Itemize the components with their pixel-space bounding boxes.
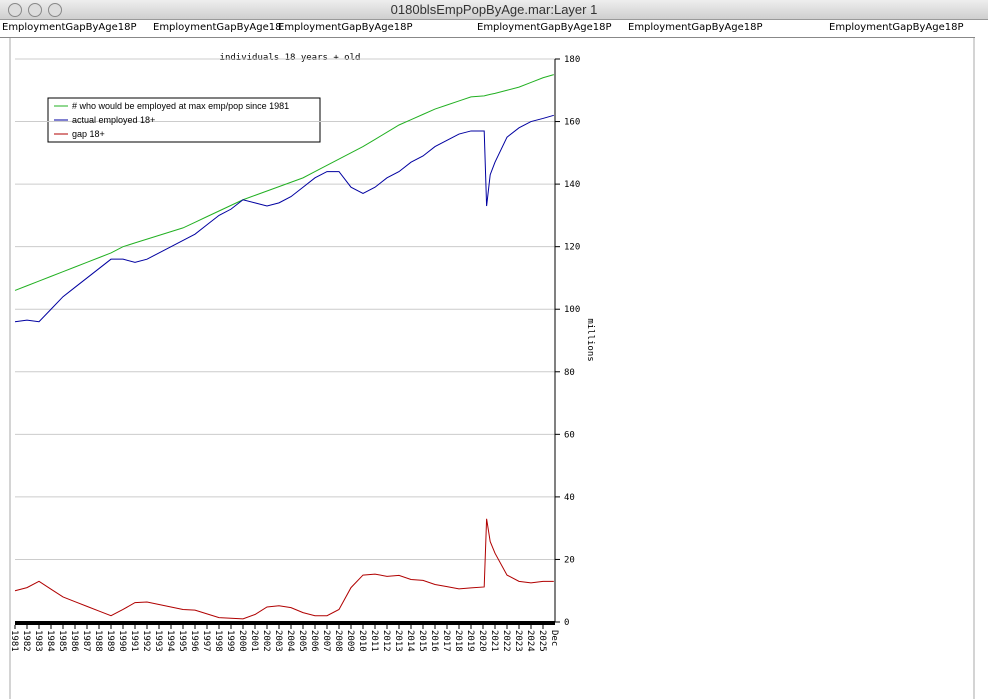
tab[interactable]: EmploymentGapByAge18 bbox=[153, 22, 282, 33]
x-tick-label: 1997 bbox=[201, 630, 211, 652]
y-tick-label: 60 bbox=[564, 430, 575, 440]
x-tick-label: 2022 bbox=[501, 630, 511, 652]
x-tick-label: 1994 bbox=[165, 630, 175, 652]
x-tick-label: 2009 bbox=[345, 630, 355, 652]
x-tick-label: 1987 bbox=[81, 630, 91, 652]
x-tick-label: 1986 bbox=[69, 630, 79, 652]
y-tick-label: 100 bbox=[564, 305, 580, 315]
tab[interactable]: EmploymentGapByAge18P bbox=[477, 22, 612, 33]
x-tick-label: 2004 bbox=[285, 630, 295, 652]
x-tick-label: 1996 bbox=[189, 630, 199, 652]
x-tick-label: 2025 bbox=[537, 630, 547, 652]
tab-row: EmploymentGapByAge18P EmploymentGapByAge… bbox=[0, 20, 975, 38]
y-tick-label: 0 bbox=[564, 618, 569, 628]
y-tick-label: 20 bbox=[564, 555, 575, 565]
x-tick-label: 2012 bbox=[381, 630, 391, 652]
x-tick-label: 1989 bbox=[105, 630, 115, 652]
x-tick-label: 2013 bbox=[393, 630, 403, 652]
chart-title: individuals 18 years + old bbox=[220, 53, 361, 63]
x-tick-label: 1991 bbox=[129, 630, 139, 652]
x-tick-label: 2011 bbox=[369, 630, 379, 652]
x-tick-label: 1985 bbox=[57, 630, 67, 652]
x-tick-label: 1988 bbox=[93, 630, 103, 652]
tab[interactable]: EmploymentGapByAge18P bbox=[829, 22, 964, 33]
series-line bbox=[14, 114, 554, 323]
y-tick-label: 140 bbox=[564, 180, 580, 190]
series-line bbox=[14, 518, 554, 620]
zoom-button[interactable] bbox=[48, 3, 62, 17]
x-tick-label: 1990 bbox=[117, 630, 127, 652]
x-tick-label: 2005 bbox=[297, 630, 307, 652]
x-tick-label: 2001 bbox=[249, 630, 259, 652]
y-axis-label: millions bbox=[585, 318, 595, 361]
x-tick-label: 2021 bbox=[489, 630, 499, 652]
x-tick-label: 2008 bbox=[333, 630, 343, 652]
legend bbox=[47, 97, 321, 143]
x-tick-label: 2019 bbox=[465, 630, 475, 652]
x-tick-label: 2014 bbox=[405, 630, 415, 652]
y-tick-label: 40 bbox=[564, 493, 575, 503]
x-tick-label: 2023 bbox=[513, 630, 523, 652]
x-tick-label: 1998 bbox=[213, 630, 223, 652]
tab[interactable]: EmploymentGapByAge18P bbox=[2, 22, 137, 33]
window-title: 0180blsEmpPopByAge.mar:Layer 1 bbox=[390, 2, 598, 17]
x-tick-label: 2015 bbox=[417, 630, 427, 652]
x-tick-label: 2018 bbox=[453, 630, 463, 652]
legend-label: gap 18+ bbox=[72, 129, 105, 139]
series-line bbox=[14, 74, 554, 291]
x-tick-label: 2000 bbox=[237, 630, 247, 652]
x-tick-label: 1982 bbox=[21, 630, 31, 652]
x-tick-label: 2016 bbox=[429, 630, 439, 652]
y-tick-label: 180 bbox=[564, 55, 580, 65]
y-tick-label: 120 bbox=[564, 243, 580, 253]
chart: individuals 18 years + old millions 0 20 4… bbox=[9, 38, 975, 699]
legend-label: actual employed 18+ bbox=[72, 115, 155, 125]
x-tick-label: 2003 bbox=[273, 630, 283, 652]
x-tick-label: 1992 bbox=[141, 630, 151, 652]
tab[interactable]: EmploymentGapByAge18P bbox=[628, 22, 763, 33]
x-end-label: Dec bbox=[549, 630, 559, 646]
x-tick-label: 2002 bbox=[261, 630, 271, 652]
x-tick-label: 1984 bbox=[45, 630, 55, 652]
x-tick-label: 1995 bbox=[177, 630, 187, 652]
x-axis bbox=[15, 621, 555, 625]
x-tick-label: 2017 bbox=[441, 630, 451, 652]
close-button[interactable] bbox=[8, 3, 22, 17]
legend-label: # who would be employed at max emp/pop s… bbox=[72, 101, 289, 111]
x-tick-label: 2020 bbox=[477, 630, 487, 652]
title-bar: 0180blsEmpPopByAge.mar:Layer 1 bbox=[0, 0, 988, 20]
y-tick-label: 80 bbox=[564, 368, 575, 378]
x-tick-label: 1983 bbox=[33, 630, 43, 652]
x-tick-label: 2007 bbox=[321, 630, 331, 652]
x-tick-label: 1993 bbox=[153, 630, 163, 652]
x-tick-label: 2024 bbox=[525, 630, 535, 652]
x-tick-label: 1999 bbox=[225, 630, 235, 652]
x-tick-label: 2006 bbox=[309, 630, 319, 652]
x-tick-label: 2010 bbox=[357, 630, 367, 652]
tab[interactable]: EmploymentGapByAge18P bbox=[278, 22, 413, 33]
y-tick-label: 160 bbox=[564, 118, 580, 128]
minimize-button[interactable] bbox=[28, 3, 42, 17]
x-tick-label: 1981 bbox=[9, 630, 19, 652]
